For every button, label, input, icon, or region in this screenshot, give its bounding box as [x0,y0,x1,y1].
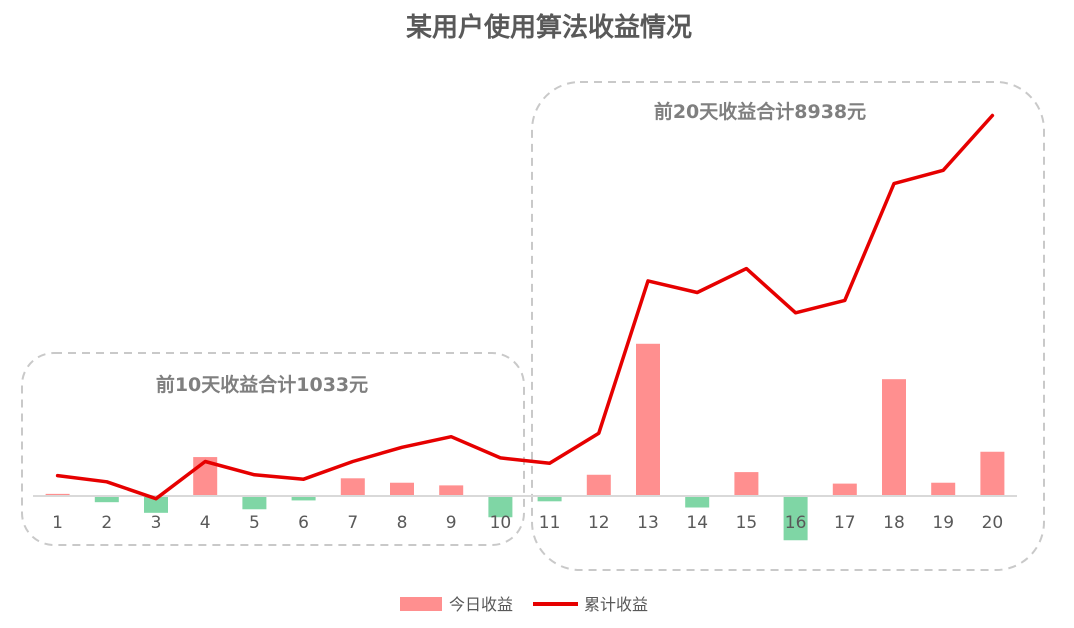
x-tick-label-3: 3 [151,513,162,533]
bar-day-12 [586,474,611,496]
bar-day-18 [882,379,906,496]
x-tick-label-14: 14 [686,513,708,533]
bar-day-19 [931,482,956,496]
bar-day-16 [783,496,808,541]
bar-day-11 [537,496,562,502]
x-tick-label-4: 4 [200,513,211,533]
bar-day-5 [242,496,267,510]
x-tick-label-17: 17 [834,513,856,533]
x-tick-label-8: 8 [397,513,408,533]
legend-label-daily: 今日收益 [449,595,513,614]
bar-day-10 [488,496,513,518]
x-tick-label-16: 16 [785,513,807,533]
x-tick-label-2: 2 [101,513,112,533]
legend: 今日收益 累计收益 [400,595,648,614]
x-tick-label-15: 15 [736,513,758,533]
bar-day-9 [439,485,464,496]
annotation-first-10-total: 前10天收益合计1033元 [156,373,368,396]
bar-day-15 [734,472,759,496]
x-tick-label-10: 10 [490,513,512,533]
bar-day-13 [636,343,660,496]
bar-day-1 [45,493,70,496]
bar-day-7 [340,478,365,496]
x-tick-label-13: 13 [637,513,659,533]
x-tick-label-1: 1 [52,513,63,533]
x-tick-label-12: 12 [588,513,610,533]
annotation-box-first-10 [21,352,525,546]
legend-swatch-bar [400,597,442,611]
bar-day-17 [832,483,857,496]
bar-day-2 [94,496,119,503]
x-tick-label-5: 5 [249,513,260,533]
chart-title: 某用户使用算法收益情况 [406,12,692,43]
legend-label-cumulative: 累计收益 [584,595,648,614]
bar-day-3 [144,496,168,513]
x-tick-label-11: 11 [539,513,561,533]
bar-day-6 [291,496,316,501]
line-layer [55,113,995,501]
bar-day-14 [685,496,710,508]
annotation-box-last-10 [531,81,1045,571]
x-tick-label-19: 19 [932,513,954,533]
x-tick-label-6: 6 [298,513,309,533]
x-tick-label-9: 9 [446,513,457,533]
bar-day-8 [390,482,414,496]
x-tick-label-20: 20 [982,513,1004,533]
bars-layer [45,343,1005,541]
bar-day-20 [980,451,1005,496]
x-tick-label-18: 18 [883,513,905,533]
x-tick-label-7: 7 [347,513,358,533]
cumulative-line [55,113,995,501]
annotation-first-20-total: 前20天收益合计8938元 [654,100,866,123]
x-axis-tick-labels: 1 2 3 4 5 6 7 8 9 10 11 12 13 14 15 16 17 18 19 20 [52,513,1003,533]
